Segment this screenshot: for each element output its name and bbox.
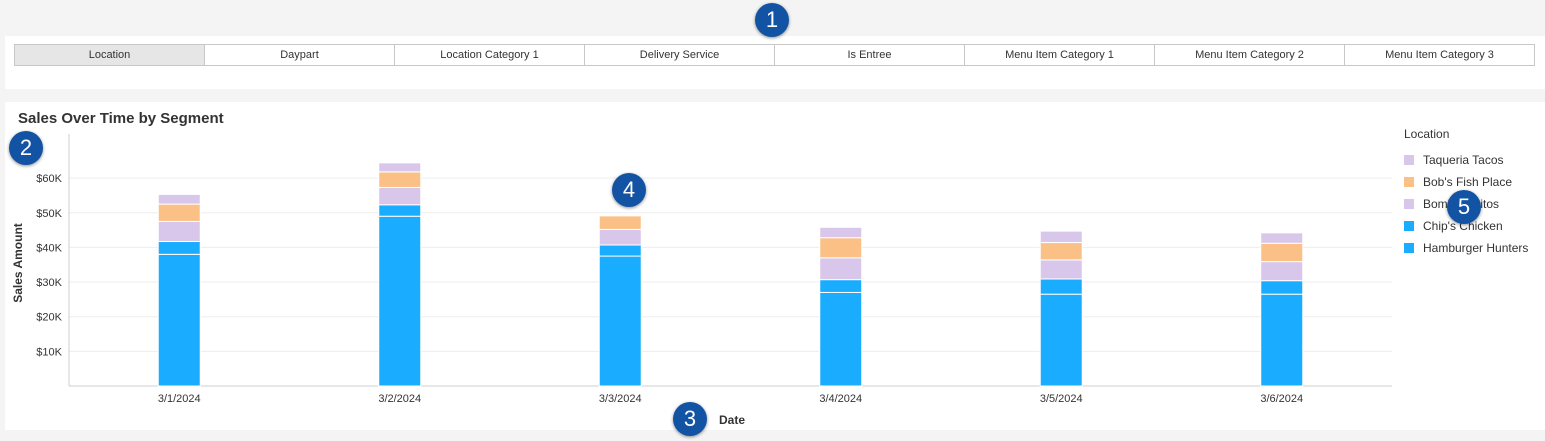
- bar-segment: [378, 204, 422, 217]
- x-tick-label: 3/3/2024: [599, 393, 642, 405]
- legend-item[interactable]: Taqueria Tacos: [1404, 149, 1528, 171]
- bar-segment: [157, 241, 201, 255]
- legend-item[interactable]: Chip's Chicken: [1404, 215, 1528, 237]
- bar-segment: [1260, 232, 1304, 244]
- bar-segment: [819, 237, 863, 259]
- y-tick-label: $40K: [36, 242, 62, 254]
- bar-segment: [1260, 242, 1304, 263]
- bar-segment: [819, 226, 863, 239]
- bar-segment: [157, 220, 201, 243]
- callout-badge-1: 1: [755, 3, 789, 37]
- segment-tab-location-category-1[interactable]: Location Category 1: [395, 45, 585, 65]
- bar-segment: [819, 291, 863, 387]
- segment-tab-is-entree[interactable]: Is Entree: [775, 45, 965, 65]
- legend-label: Hamburger Hunters: [1423, 241, 1529, 255]
- bar-segment: [1039, 242, 1083, 261]
- chart-panel: Sales Over Time by Segment $10K $20K $30K $…: [5, 102, 1545, 430]
- bar-segment: [1260, 280, 1304, 295]
- segment-tab-menu-item-category-2[interactable]: Menu Item Category 2: [1155, 45, 1345, 65]
- bar-segment: [378, 215, 422, 387]
- callout-badge-2: 2: [9, 131, 43, 165]
- x-tick-label: 3/6/2024: [1260, 393, 1303, 405]
- legend-swatch: [1404, 221, 1414, 231]
- bar-segment: [157, 253, 201, 387]
- x-axis-title: Date: [719, 413, 745, 427]
- bar-segment: [819, 257, 863, 281]
- bar-segment: [378, 186, 422, 206]
- segment-tab-daypart[interactable]: Daypart: [205, 45, 395, 65]
- chart-title: Sales Over Time by Segment: [18, 110, 224, 127]
- legend-swatch: [1404, 199, 1414, 209]
- y-tick-label: $50K: [36, 208, 62, 220]
- legend-item[interactable]: Hamburger Hunters: [1404, 237, 1528, 259]
- segment-panel: Location Daypart Location Category 1 Delive…: [5, 36, 1545, 89]
- bar-segment: [598, 215, 642, 230]
- x-tick-label: 3/4/2024: [819, 393, 862, 405]
- bar-segment: [1260, 261, 1304, 282]
- sales-chart: $10K $20K $30K $40K $50K $60K 3/1/2024 3/2/2024…: [11, 134, 1392, 427]
- bar-segment: [1039, 259, 1083, 280]
- bar-segment: [378, 162, 422, 173]
- segment-tab-bar: Location Daypart Location Category 1 Delive…: [14, 44, 1535, 66]
- bar-segment: [378, 171, 422, 188]
- bar-segment: [1039, 293, 1083, 387]
- bar-segment: [1039, 230, 1083, 244]
- legend-title: Location: [1404, 127, 1450, 141]
- legend-label: Chip's Chicken: [1423, 219, 1503, 233]
- bar-segment: [157, 193, 201, 205]
- segment-tab-delivery-service[interactable]: Delivery Service: [585, 45, 775, 65]
- callout-badge-3: 3: [673, 402, 707, 436]
- x-tick-label: 3/2/2024: [378, 393, 421, 405]
- bar-segment: [1260, 293, 1304, 387]
- legend-item[interactable]: Bob's Fish Place: [1404, 171, 1528, 193]
- segment-tab-location[interactable]: Location: [15, 45, 205, 65]
- segment-tab-menu-item-category-1[interactable]: Menu Item Category 1: [965, 45, 1155, 65]
- y-tick-label: $20K: [36, 312, 62, 324]
- x-tick-label: 3/1/2024: [158, 393, 201, 405]
- y-tick-label: $10K: [36, 346, 62, 358]
- bar-segment: [598, 244, 642, 257]
- y-axis-title: Sales Amount: [11, 223, 25, 303]
- bar-segment: [598, 255, 642, 387]
- y-tick-label: $60K: [36, 173, 62, 185]
- callout-badge-5: 5: [1447, 190, 1481, 224]
- legend-swatch: [1404, 243, 1414, 253]
- bar-segment: [819, 279, 863, 293]
- bar-segment: [598, 228, 642, 246]
- y-tick-label: $30K: [36, 277, 62, 289]
- legend-label: Bob's Fish Place: [1423, 175, 1512, 189]
- legend-label: Taqueria Tacos: [1423, 153, 1504, 167]
- legend-swatch: [1404, 177, 1414, 187]
- bar-segment: [1039, 278, 1083, 295]
- callout-badge-4: 4: [612, 173, 646, 207]
- segment-tab-menu-item-category-3[interactable]: Menu Item Category 3: [1385, 49, 1494, 61]
- legend-swatch: [1404, 155, 1414, 165]
- x-tick-label: 3/5/2024: [1040, 393, 1083, 405]
- bar-segment: [157, 203, 201, 222]
